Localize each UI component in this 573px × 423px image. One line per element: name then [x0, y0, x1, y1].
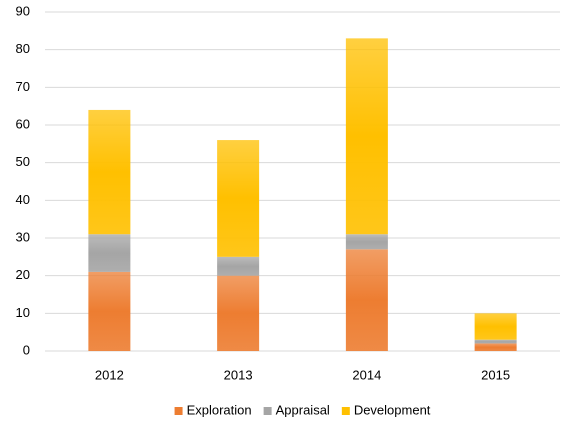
legend-label: Exploration [187, 402, 252, 417]
legend-swatch [174, 407, 183, 415]
bar-segment [474, 313, 517, 340]
y-tick-label: 70 [16, 79, 30, 94]
y-tick-label: 40 [16, 192, 30, 207]
bar-segment [345, 249, 388, 351]
bar-segment [88, 234, 131, 272]
y-tick-label: 0 [23, 342, 30, 357]
bar-segment [345, 38, 388, 235]
bar-segment [217, 256, 260, 276]
y-tick-label: 90 [16, 3, 30, 18]
x-tick-label: 2013 [224, 367, 253, 382]
bar-segment [217, 140, 260, 257]
y-tick-label: 20 [16, 267, 30, 282]
y-tick-label: 50 [16, 154, 30, 169]
bar-segment [474, 343, 517, 351]
y-tick-label: 30 [16, 229, 30, 244]
legend-swatch [341, 407, 350, 415]
x-tick-label: 2014 [352, 367, 381, 382]
legend-label: Appraisal [276, 402, 330, 417]
bar-segment [217, 275, 260, 351]
legend-swatch [263, 407, 272, 415]
y-tick-label: 60 [16, 116, 30, 131]
bar-segment [474, 339, 517, 344]
x-tick-label: 2012 [95, 367, 124, 382]
bar-segment [345, 234, 388, 250]
y-tick-label: 10 [16, 305, 30, 320]
bar-segment [88, 271, 131, 351]
y-tick-label: 80 [16, 41, 30, 56]
x-tick-label: 2015 [481, 367, 510, 382]
bar-segment [88, 109, 131, 235]
legend-label: Development [354, 402, 431, 417]
